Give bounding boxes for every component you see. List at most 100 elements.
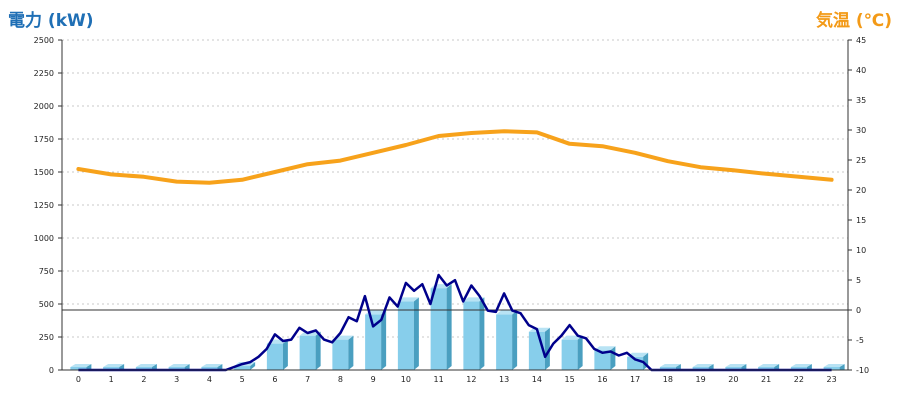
bar-side — [250, 362, 256, 370]
bar — [266, 343, 283, 370]
right-tick-label: 20 — [856, 186, 866, 195]
left-tick-label: 1500 — [34, 168, 54, 177]
right-tick-label: 35 — [856, 96, 866, 105]
bar-side — [479, 297, 485, 370]
bar-side — [413, 297, 419, 370]
left-tick-label: 1750 — [34, 135, 54, 144]
x-tick-label: 14 — [532, 375, 542, 384]
left-tick-label: 2250 — [34, 69, 54, 78]
bar — [70, 367, 87, 370]
bar-top — [70, 364, 92, 367]
x-tick-label: 3 — [174, 375, 179, 384]
left-tick-label: 1250 — [34, 201, 54, 210]
bar-top — [463, 297, 485, 302]
bar — [365, 314, 382, 370]
x-tick-label: 20 — [728, 375, 738, 384]
right-tick-label: 25 — [856, 156, 866, 165]
right-tick-label: 5 — [856, 276, 861, 285]
bar-top — [823, 364, 845, 367]
x-tick-label: 7 — [305, 375, 310, 384]
bar-side — [806, 364, 812, 370]
bar — [201, 367, 218, 370]
bar-side — [708, 364, 714, 370]
left-tick-label: 2500 — [34, 36, 54, 45]
right-tick-label: 40 — [856, 66, 866, 75]
bar-top — [135, 364, 157, 367]
bar-side — [119, 364, 125, 370]
bar-side — [446, 284, 452, 370]
bar-top — [692, 364, 714, 367]
bar — [463, 301, 480, 370]
x-tick-label: 0 — [76, 375, 81, 384]
x-tick-label: 12 — [466, 375, 476, 384]
left-tick-label: 2000 — [34, 102, 54, 111]
x-tick-label: 8 — [338, 375, 343, 384]
x-tick-label: 5 — [240, 375, 245, 384]
bar — [496, 314, 513, 370]
bar-top — [103, 364, 125, 367]
bar — [103, 367, 120, 370]
bar-top — [397, 297, 419, 302]
x-tick-label: 11 — [434, 375, 444, 384]
bar — [790, 367, 807, 370]
x-tick-label: 4 — [207, 375, 212, 384]
left-tick-label: 0 — [49, 366, 54, 375]
bar — [168, 367, 185, 370]
right-tick-label: -5 — [856, 336, 864, 345]
bar-side — [544, 327, 550, 370]
bar — [397, 301, 414, 370]
bar-top — [790, 364, 812, 367]
x-tick-label: 23 — [827, 375, 837, 384]
bar-top — [201, 364, 223, 367]
left-tick-label: 750 — [39, 267, 54, 276]
x-tick-label: 19 — [696, 375, 706, 384]
bar-side — [348, 335, 354, 370]
bar-side — [512, 310, 518, 370]
bar — [725, 367, 742, 370]
bar — [135, 367, 152, 370]
bar-top — [168, 364, 190, 367]
x-tick-label: 15 — [565, 375, 575, 384]
bar-side — [839, 364, 845, 370]
right-tick-label: 15 — [856, 216, 866, 225]
right-tick-label: 10 — [856, 246, 866, 255]
bar-top — [594, 346, 616, 351]
bar — [299, 335, 316, 370]
x-tick-label: 18 — [663, 375, 673, 384]
bar-top — [758, 364, 780, 367]
bar — [332, 339, 349, 370]
bar — [659, 367, 676, 370]
bar-side — [675, 364, 681, 370]
x-tick-label: 17 — [630, 375, 640, 384]
bar-side — [741, 364, 747, 370]
x-tick-label: 1 — [109, 375, 114, 384]
x-tick-label: 22 — [794, 375, 804, 384]
bar-side — [577, 335, 583, 370]
bar-side — [381, 310, 387, 370]
bar — [758, 367, 775, 370]
bar-top — [725, 364, 747, 367]
x-tick-label: 10 — [401, 375, 411, 384]
bar-side — [184, 364, 190, 370]
x-tick-label: 16 — [597, 375, 607, 384]
bar — [561, 339, 578, 370]
bar-side — [610, 346, 616, 370]
power-line — [78, 273, 832, 372]
bar — [823, 367, 840, 370]
bar-side — [151, 364, 157, 370]
bar-side — [217, 364, 223, 370]
bar-side — [774, 364, 780, 370]
bar-top — [659, 364, 681, 367]
temperature-line — [76, 129, 834, 185]
right-tick-label: 0 — [856, 306, 861, 315]
bar-side — [315, 331, 321, 370]
bar — [692, 367, 709, 370]
left-tick-label: 500 — [39, 300, 54, 309]
right-tick-label: 45 — [856, 36, 866, 45]
left-tick-label: 1000 — [34, 234, 54, 243]
left-tick-label: 250 — [39, 333, 54, 342]
right-tick-label: -10 — [856, 366, 869, 375]
x-tick-label: 9 — [371, 375, 376, 384]
